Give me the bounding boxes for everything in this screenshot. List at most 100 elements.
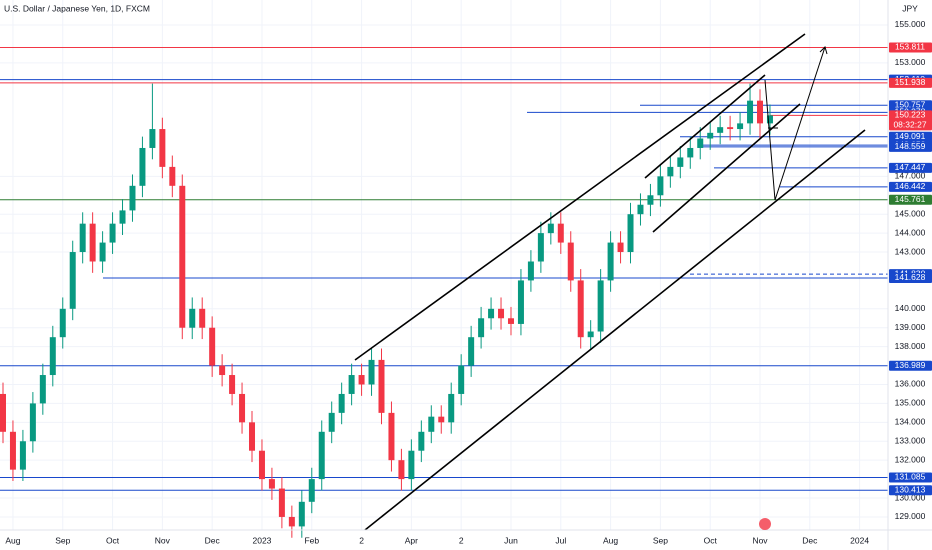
candle-body	[19, 441, 26, 470]
candle-body	[737, 123, 744, 130]
trend-line	[652, 103, 801, 233]
price-label: 130.413	[895, 484, 926, 494]
candle-body	[627, 214, 634, 253]
candle-body	[567, 242, 574, 281]
candle-body	[229, 375, 236, 394]
x-tick-label: Jun	[504, 535, 518, 545]
candle-body	[557, 223, 564, 243]
candle-body	[547, 223, 554, 234]
candle-body	[239, 393, 246, 423]
x-tick-label: Feb	[304, 535, 319, 545]
price-label: 148.559	[895, 141, 926, 151]
y-tick-label: 134.000	[895, 417, 926, 427]
countdown-label: 08:32:27	[893, 120, 926, 130]
candle-body	[488, 308, 495, 319]
candle-body	[438, 416, 445, 423]
price-label: 150.223	[895, 110, 926, 120]
candle-body	[707, 132, 714, 139]
candle-body	[537, 233, 544, 262]
x-tick-label: Oct	[106, 535, 120, 545]
candle-body	[607, 242, 614, 281]
candle-body	[478, 318, 485, 338]
x-tick-label: Apr	[405, 535, 418, 545]
candle-body	[348, 375, 355, 394]
y-tick-label: 129.000	[895, 511, 926, 521]
candle-body	[577, 280, 584, 338]
y-tick-label: 153.000	[895, 57, 926, 67]
candle-body	[358, 375, 365, 385]
price-label-bg	[889, 162, 932, 173]
grid	[0, 0, 888, 530]
price-label-bg	[889, 472, 932, 483]
y-tick-label: 130.000	[895, 492, 926, 502]
candle-body	[428, 416, 435, 432]
candle-body	[79, 223, 86, 253]
y-tick-label: 133.000	[895, 436, 926, 446]
candle-body	[697, 138, 704, 148]
event-icon[interactable]	[759, 518, 771, 530]
candle-body	[219, 365, 226, 376]
candle-body	[179, 185, 186, 328]
price-label-bg	[889, 181, 932, 192]
price-label-bg	[889, 42, 932, 53]
candle-body	[69, 252, 76, 309]
candle-body	[29, 403, 36, 442]
candle-body	[647, 195, 654, 205]
candle-body	[757, 100, 764, 124]
candle-body	[667, 166, 674, 177]
y-tick-label: 132.000	[895, 454, 926, 464]
candle-body	[448, 393, 455, 423]
candle-body	[727, 127, 734, 130]
candle-body	[418, 431, 425, 451]
candle-body	[99, 242, 106, 262]
candle-body	[517, 280, 524, 324]
candle-body	[49, 337, 56, 376]
price-label-bg	[889, 77, 932, 88]
y-tick-label: 147.000	[895, 171, 926, 181]
candle-body	[318, 431, 325, 480]
price-label: 146.442	[895, 181, 926, 191]
x-tick-label: Sep	[653, 535, 668, 545]
candle-body	[308, 479, 315, 502]
y-tick-label: 155.000	[895, 19, 926, 29]
price-label-bg	[889, 110, 932, 131]
candle-body	[209, 327, 216, 366]
candle-body	[527, 261, 534, 281]
candle-body	[677, 157, 684, 167]
candle-body	[747, 100, 754, 124]
x-tick-label: Nov	[752, 535, 768, 545]
x-tick-label: 2024	[850, 535, 869, 545]
price-label: 145.761	[895, 194, 926, 204]
candle-body	[637, 204, 644, 215]
candle-body	[119, 210, 126, 224]
trend-line	[644, 74, 766, 179]
candle-body	[139, 147, 146, 186]
candle-body	[587, 331, 594, 338]
candle-body	[657, 176, 664, 196]
candle-body	[507, 318, 514, 324]
candle-body	[298, 501, 305, 527]
drawings	[354, 33, 866, 531]
x-tick-label: Aug	[603, 535, 618, 545]
candle-body	[149, 129, 156, 148]
candle-body	[9, 431, 16, 470]
price-label-bg	[889, 360, 932, 371]
x-tick-label: 2023	[253, 535, 272, 545]
price-label: 151.938	[895, 77, 926, 87]
candle-body	[249, 422, 256, 451]
y-tick-label: 144.000	[895, 227, 926, 237]
price-axis: 155.000 153.000 147.000 145.000 144.000 143.0…	[5, 19, 932, 545]
candle-body	[89, 223, 96, 262]
candle-body	[388, 412, 395, 461]
candle-body	[258, 450, 265, 480]
candle-body	[498, 308, 505, 319]
price-label-bg	[889, 141, 932, 152]
x-tick-label: Dec	[205, 535, 221, 545]
candle-body	[368, 359, 375, 385]
candle-body	[199, 308, 206, 328]
candle-body	[39, 375, 46, 404]
candle-body	[717, 127, 724, 133]
candle-body	[687, 147, 694, 158]
